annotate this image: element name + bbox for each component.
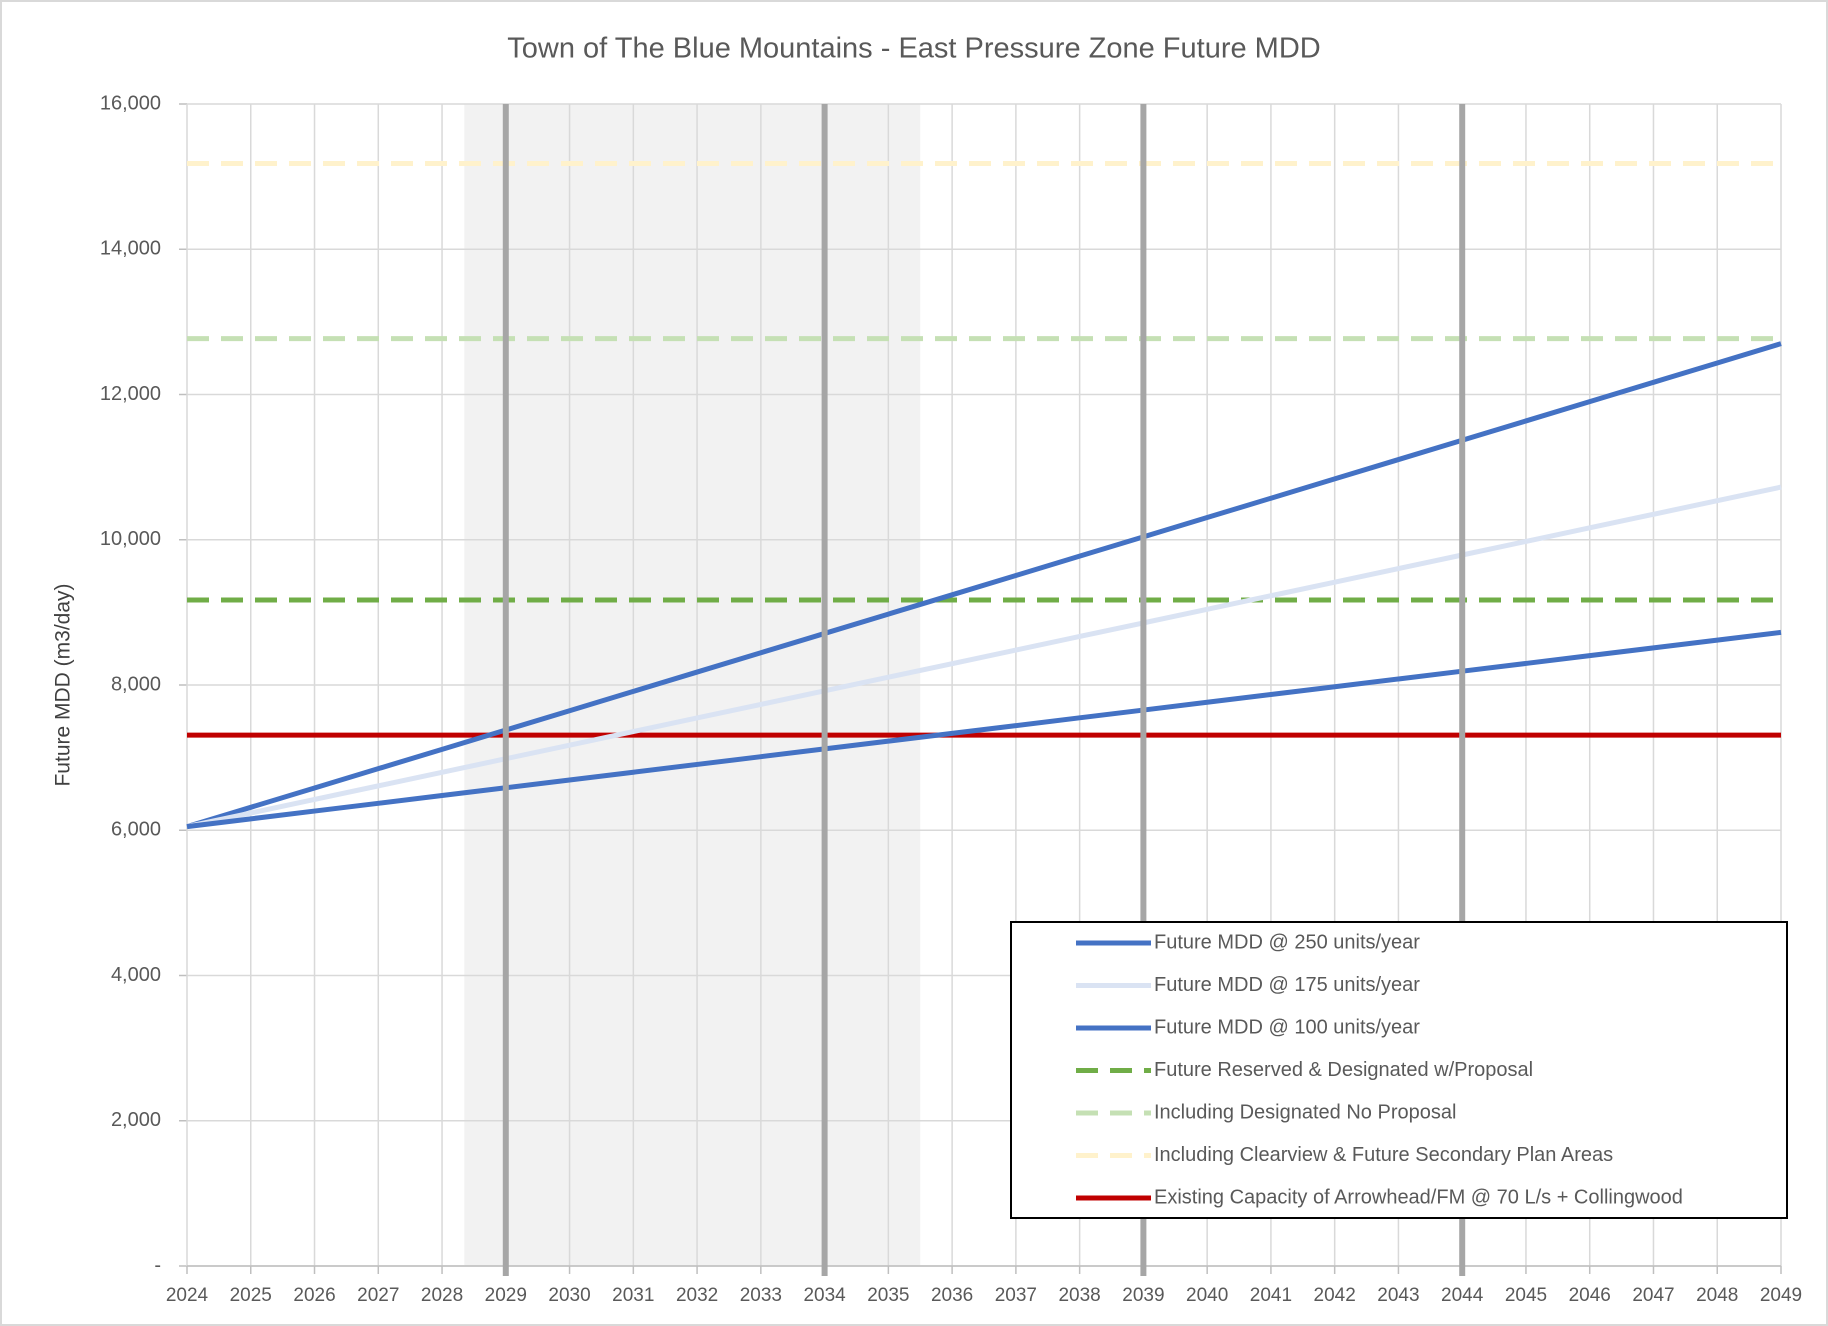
x-tick-label: 2026 xyxy=(293,1285,335,1306)
legend-label: Future MDD @ 175 units/year xyxy=(1154,974,1420,996)
y-axis-label: Future MDD (m3/day) xyxy=(52,583,75,786)
y-tick-label: 8,000 xyxy=(111,673,161,695)
x-tick-label: 2044 xyxy=(1441,1285,1484,1306)
y-tick-label: - xyxy=(154,1254,161,1276)
data-line xyxy=(186,629,1782,830)
x-tick-label: 2027 xyxy=(357,1285,399,1306)
data-line xyxy=(186,484,1782,830)
x-tick-label: 2041 xyxy=(1250,1285,1292,1306)
x-tick-label: 2037 xyxy=(995,1285,1037,1306)
x-tick-label: 2040 xyxy=(1186,1285,1228,1306)
x-tick-label: 2046 xyxy=(1569,1285,1611,1306)
x-tick-label: 2039 xyxy=(1122,1285,1164,1306)
x-tick-label: 2029 xyxy=(485,1285,527,1306)
x-tick-label: 2043 xyxy=(1377,1285,1419,1306)
x-tick-label: 2038 xyxy=(1058,1285,1100,1306)
x-tick-label: 2025 xyxy=(230,1285,272,1306)
x-tick-label: 2049 xyxy=(1760,1285,1802,1306)
y-tick-label: 12,000 xyxy=(100,383,161,405)
y-tick-label: 2,000 xyxy=(111,1109,161,1131)
y-tick-label: 6,000 xyxy=(111,819,161,841)
y-tick-label: 10,000 xyxy=(100,528,161,550)
x-tick-label: 2030 xyxy=(548,1285,590,1306)
x-tick-label: 2036 xyxy=(931,1285,973,1306)
x-tick-label: 2047 xyxy=(1632,1285,1674,1306)
x-tick-label: 2032 xyxy=(676,1285,718,1306)
legend-label: Existing Capacity of Arrowhead/FM @ 70 L… xyxy=(1154,1186,1683,1208)
legend-box xyxy=(1010,921,1788,1219)
x-tick-label: 2048 xyxy=(1696,1285,1738,1306)
x-tick-label: 2024 xyxy=(166,1285,209,1306)
y-tick-label: 4,000 xyxy=(111,964,161,986)
x-tick-label: 2045 xyxy=(1505,1285,1547,1306)
legend-label: Including Designated No Proposal xyxy=(1154,1101,1456,1123)
x-tick-label: 2035 xyxy=(867,1285,909,1306)
chart-title: Town of The Blue Mountains - East Pressu… xyxy=(507,33,1320,65)
data-line xyxy=(186,341,1782,830)
y-tick-label: 16,000 xyxy=(100,92,161,114)
legend-label: Future MDD @ 250 units/year xyxy=(1154,931,1420,953)
x-tick-label: 2042 xyxy=(1314,1285,1356,1306)
y-tick-label: 14,000 xyxy=(100,238,161,260)
legend-label: Including Clearview & Future Secondary P… xyxy=(1154,1144,1613,1166)
x-tick-label: 2034 xyxy=(803,1285,846,1306)
x-tick-label: 2028 xyxy=(421,1285,463,1306)
x-tick-label: 2033 xyxy=(740,1285,782,1306)
x-tick-label: 2031 xyxy=(612,1285,654,1306)
legend-label: Future Reserved & Designated w/Proposal xyxy=(1154,1059,1533,1081)
legend-label: Future MDD @ 100 units/year xyxy=(1154,1016,1420,1038)
